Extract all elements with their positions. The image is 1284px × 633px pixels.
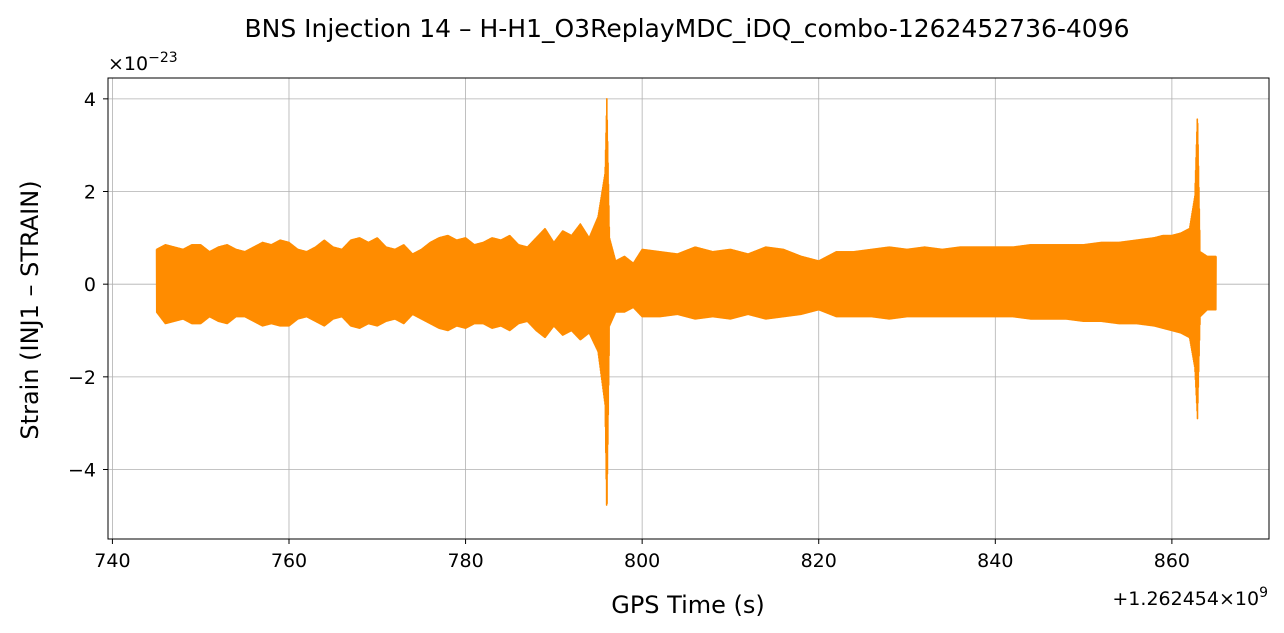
y-scale-factor: ×10−23 — [108, 50, 178, 75]
x-tick-label: 780 — [447, 550, 483, 572]
axes-frame — [107, 77, 1270, 540]
y-axis-label: Strain (INJ1 – STRAIN) — [16, 180, 44, 439]
x-axis-label: GPS Time (s) — [611, 591, 765, 619]
x-tick-label: 820 — [801, 550, 837, 572]
x-offset-exponent: 9 — [1259, 585, 1268, 601]
x-tick-label: 860 — [1154, 550, 1190, 572]
y-tick-label: 0 — [84, 274, 96, 296]
x-axis: 740 760 780 800 820 840 860 — [94, 539, 1190, 572]
x-tick-label: 740 — [94, 550, 130, 572]
x-offset-base: +1.262454×10 — [1112, 588, 1259, 610]
y-tick-label: 4 — [84, 89, 96, 111]
plot-area — [155, 98, 1217, 506]
x-tick-label: 760 — [271, 550, 307, 572]
y-axis: −4 −2 0 2 4 — [68, 89, 108, 482]
strain-series-line — [155, 98, 1217, 506]
y-tick-label: −2 — [68, 367, 96, 389]
chart-title: BNS Injection 14 – H-H1_O3ReplayMDC_iDQ_… — [244, 14, 1129, 43]
x-tick-label: 840 — [977, 550, 1013, 572]
x-tick-label: 800 — [624, 550, 660, 572]
x-offset-factor: +1.262454×109 — [1112, 585, 1268, 610]
y-scale-base: ×10 — [108, 53, 148, 75]
y-scale-exponent: −23 — [148, 50, 178, 66]
y-tick-label: −4 — [68, 460, 96, 482]
y-tick-label: 2 — [84, 182, 96, 204]
